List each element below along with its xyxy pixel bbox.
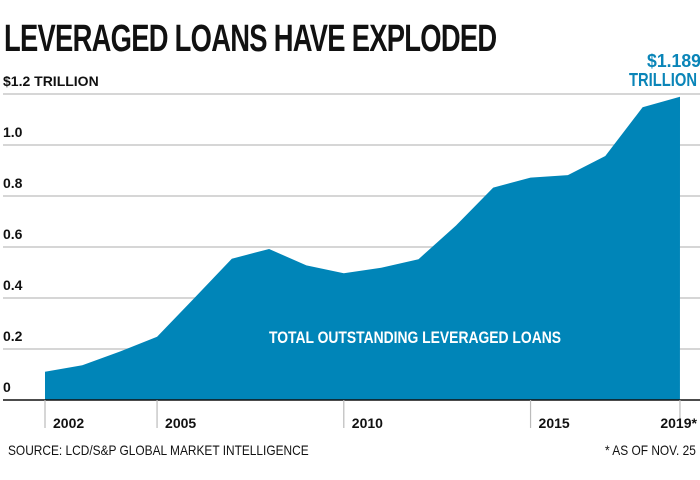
y-tick-label: $1.2 TRILLION [3, 73, 99, 89]
value-annotation-unit: TRILLION [629, 70, 697, 90]
area-series [45, 96, 680, 401]
value-annotation: $1.189 [647, 51, 700, 71]
y-tick-label: 0.2 [3, 328, 23, 344]
x-tick-label: 2005 [165, 415, 196, 431]
x-tick-label: 2019* [660, 415, 697, 431]
x-tick-label: 2015 [539, 415, 570, 431]
chart-title: LEVERAGED LOANS HAVE EXPLODED [4, 18, 497, 60]
x-tick-label: 2002 [53, 415, 84, 431]
y-tick-label: 0.4 [3, 277, 23, 293]
y-tick-label: 1.0 [3, 124, 23, 140]
y-tick-label: 0.6 [3, 226, 23, 242]
footnote: * AS OF NOV. 25 [605, 442, 696, 458]
source-note: SOURCE: LCD/S&P GLOBAL MARKET INTELLIGEN… [8, 442, 309, 458]
y-tick-label: 0 [3, 379, 11, 395]
x-tick-label: 2010 [352, 415, 383, 431]
area-label: TOTAL OUTSTANDING LEVERAGED LOANS [269, 328, 561, 347]
y-tick-label: 0.8 [3, 175, 23, 191]
